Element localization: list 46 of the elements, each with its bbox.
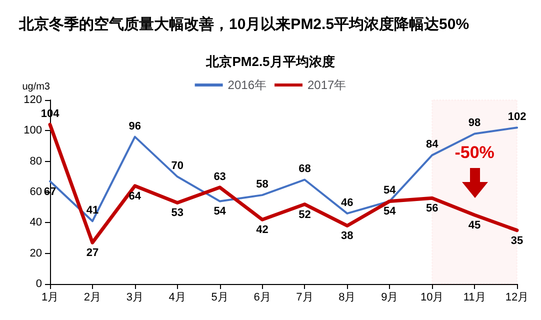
annotation: -50%: [454, 143, 494, 162]
data-label: 54: [214, 206, 227, 218]
x-tick-label: 6月: [254, 292, 271, 304]
x-tick-label: 12月: [505, 292, 529, 304]
data-label: 27: [86, 247, 99, 260]
data-label: 56: [426, 202, 438, 215]
data-label: 84: [426, 138, 440, 151]
y-tick-label: 100: [24, 124, 42, 137]
x-tick-label: 1月: [41, 292, 59, 304]
data-label: 35: [510, 234, 524, 247]
data-label: 46: [341, 196, 354, 209]
x-tick-label: 4月: [168, 292, 186, 304]
data-label: 102: [508, 111, 526, 124]
chart-subtitle: 北京PM2.5月平均浓度: [205, 54, 335, 69]
data-label: 38: [341, 230, 354, 242]
x-tick-label: 3月: [126, 292, 144, 304]
data-label: 63: [214, 170, 226, 183]
y-tick-label: 0: [36, 278, 42, 290]
data-label: 42: [256, 224, 268, 236]
y-tick-label: 20: [30, 247, 42, 260]
y-tick-label: 40: [30, 216, 42, 229]
x-tick-label: 7月: [296, 292, 314, 304]
data-label: 58: [256, 178, 268, 191]
data-label: 52: [298, 208, 311, 221]
x-tick-label: 5月: [211, 292, 228, 304]
data-label: 53: [171, 207, 184, 220]
data-label: 98: [468, 117, 481, 130]
data-label: 45: [468, 220, 481, 232]
chart-title: 北京冬季的空气质量大幅改善，10月以来PM2.5平均浓度降幅达50%: [18, 15, 470, 33]
data-label: 64: [128, 190, 142, 202]
legend-label: 2017年: [308, 78, 346, 92]
data-label: 96: [128, 120, 142, 132]
x-tick-label: 11月: [463, 292, 486, 304]
x-tick-label: 9月: [381, 292, 398, 304]
data-label: 68: [298, 163, 311, 176]
y-tick-label: 60: [30, 186, 42, 198]
data-label: 70: [171, 160, 184, 172]
legend-label: 2016年: [228, 78, 267, 92]
data-label: 54: [384, 206, 397, 218]
x-tick-label: 10月: [420, 292, 444, 304]
y-tick-label: 120: [24, 94, 42, 106]
x-tick-label: 8月: [338, 292, 356, 304]
y-tick-label: 80: [30, 155, 42, 168]
y-axis-title: ug/m3: [22, 82, 50, 92]
data-label: 54: [384, 184, 397, 197]
x-tick-label: 2月: [84, 292, 102, 304]
